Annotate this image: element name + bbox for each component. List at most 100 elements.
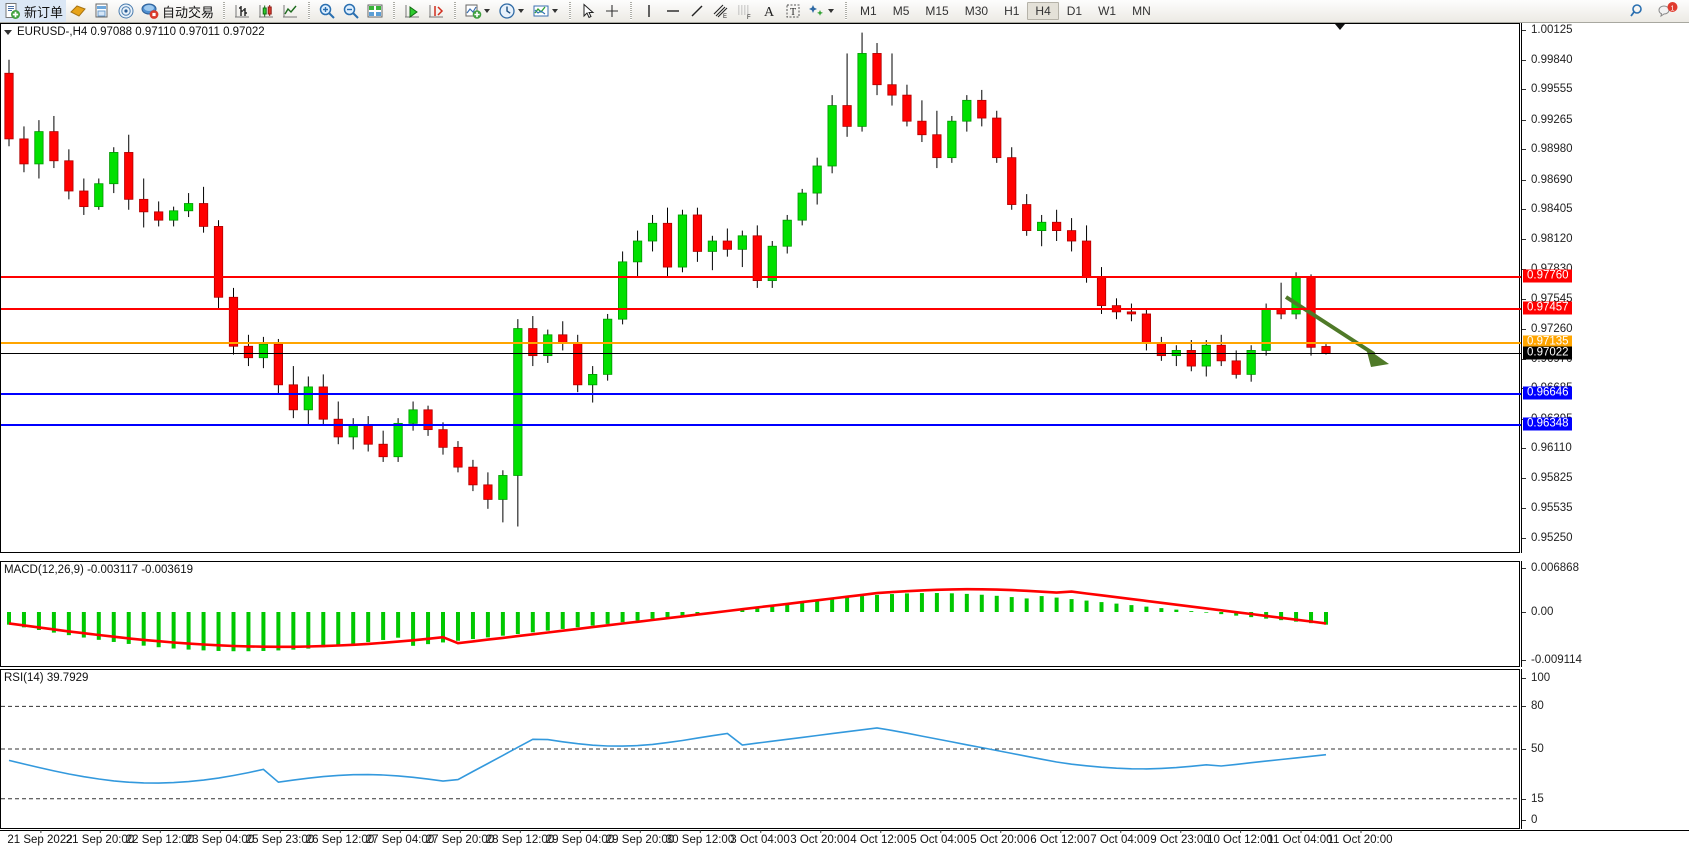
chart-dropdown-icon[interactable] (4, 29, 12, 35)
crosshair-button[interactable] (600, 0, 624, 22)
candle (79, 178, 89, 215)
price-level-label-resistance-2[interactable]: 0.97760 (1523, 269, 1572, 283)
time-axis-label: 3 Oct 20:00 (790, 830, 850, 846)
candle (603, 313, 613, 381)
price-level-line-pivot[interactable] (1, 341, 1521, 344)
shift-end-button[interactable] (400, 0, 424, 22)
down-trend-arrow[interactable] (1284, 295, 1389, 367)
price-level-line-resistance-2[interactable] (1, 276, 1521, 279)
time-axis-label: 28 Sep 12:00 (485, 830, 555, 846)
candle (1201, 340, 1211, 377)
rsi-canvas (1, 705, 1519, 800)
equidistant-channel-button[interactable]: E (709, 0, 733, 22)
timeframe-mn[interactable]: MN (1132, 4, 1151, 18)
price-level-line-resistance-1[interactable] (1, 308, 1521, 311)
svg-text:E: E (723, 14, 727, 20)
candle (797, 188, 807, 226)
price-tick: 0.98980 (1522, 143, 1573, 155)
line-chart-icon (281, 2, 299, 20)
timeframe-h4[interactable]: H4 (1027, 2, 1059, 20)
zoom-in-button[interactable] (315, 0, 339, 22)
auto-trading-button[interactable]: 自动交易 (138, 0, 217, 22)
price-level-label-resistance-1[interactable]: 0.97457 (1523, 301, 1572, 315)
hline-button[interactable] (661, 0, 685, 22)
chevron-down-icon[interactable] (518, 9, 525, 13)
macd-signal-line (8, 587, 1327, 649)
templates-button[interactable] (529, 0, 563, 22)
candle (94, 178, 104, 210)
alerts-icon[interactable]: 1 (1657, 2, 1679, 20)
timeframe-w1[interactable]: W1 (1098, 4, 1117, 18)
main-toolbar: 新订单 (0, 0, 1689, 23)
candle (498, 470, 508, 523)
candle (198, 186, 209, 233)
objects-button[interactable] (805, 0, 839, 22)
price-axis[interactable]: 1.00125 0.99840 0.99555 0.99265 0.98980 0.986… (1521, 23, 1689, 553)
new-order-label: 新订单 (24, 4, 64, 20)
candle (49, 115, 59, 169)
candle (183, 193, 194, 218)
fibonacci-button[interactable]: F (733, 0, 757, 22)
signals-button[interactable] (114, 0, 138, 22)
rsi-tick: 15 (1522, 793, 1544, 805)
price-tick: 0.95250 (1522, 532, 1573, 544)
chevron-down-icon[interactable] (828, 9, 835, 13)
zoom-out-button[interactable] (339, 0, 363, 22)
timeframe-m15[interactable]: M15 (925, 4, 949, 18)
candle (827, 95, 837, 174)
price-level-label-current-price[interactable]: 0.97022 (1523, 346, 1572, 360)
price-level-line-support-2[interactable] (1, 423, 1521, 426)
cursor-button[interactable] (576, 0, 600, 22)
price-level-label-support-2[interactable]: 0.96348 (1523, 417, 1572, 431)
print-icon (93, 2, 111, 20)
price-level-label-support-1[interactable]: 0.96646 (1523, 386, 1572, 400)
price-chart-pane[interactable] (0, 23, 1521, 553)
print-button[interactable] (90, 0, 114, 22)
data-window-button[interactable] (363, 0, 387, 22)
line-chart-button[interactable] (278, 0, 302, 22)
price-level-line-support-1[interactable] (1, 392, 1521, 395)
timeframe-m30[interactable]: M30 (964, 4, 989, 18)
text-button[interactable]: A (757, 0, 781, 22)
trendline-button[interactable] (685, 0, 709, 22)
timeframe-m1[interactable]: M1 (860, 4, 877, 18)
candle (1066, 218, 1077, 252)
symbol-header: EURUSD-,H4 0.97088 0.97110 0.97011 0.970… (4, 26, 265, 38)
periods-button[interactable] (495, 0, 529, 22)
properties-button[interactable] (66, 0, 90, 22)
price-tick: 0.99840 (1522, 54, 1573, 66)
hline-icon (664, 2, 682, 20)
periods-icon (498, 2, 516, 20)
bar-chart-button[interactable] (230, 0, 254, 22)
candle (632, 230, 643, 278)
search-icon[interactable] (1629, 2, 1647, 20)
chevron-down-icon[interactable] (484, 9, 491, 13)
vline-button[interactable] (637, 0, 661, 22)
indicators-button[interactable] (461, 0, 495, 22)
toolbar-separator (305, 2, 313, 20)
timeframe-h1[interactable]: H1 (1004, 4, 1020, 18)
candle (917, 100, 927, 143)
candle (288, 366, 298, 419)
rsi-pane[interactable] (0, 669, 1520, 829)
chevron-down-icon[interactable] (552, 9, 559, 13)
price-level-line-current-price[interactable] (1, 353, 1521, 355)
svg-text:1: 1 (1670, 3, 1674, 12)
svg-text:F: F (747, 15, 751, 20)
price-level-label-pivot[interactable]: 0.97135 (1523, 335, 1572, 349)
auto-scroll-button[interactable] (424, 0, 448, 22)
timeframe-d1[interactable]: D1 (1066, 4, 1083, 18)
new-order-button[interactable]: 新订单 (0, 0, 67, 22)
text-label-button[interactable]: T (781, 0, 805, 22)
price-chart-canvas (4, 32, 1389, 527)
toolbar-separator (390, 2, 398, 20)
candlestick-chart-button[interactable] (254, 0, 278, 22)
candle (318, 374, 328, 426)
candle (333, 401, 343, 445)
candle (109, 147, 119, 194)
timeframe-m5[interactable]: M5 (892, 4, 910, 18)
time-axis-label: 11 Oct 20:00 (1327, 830, 1393, 846)
macd-pane[interactable] (0, 561, 1520, 667)
candle (887, 53, 897, 106)
